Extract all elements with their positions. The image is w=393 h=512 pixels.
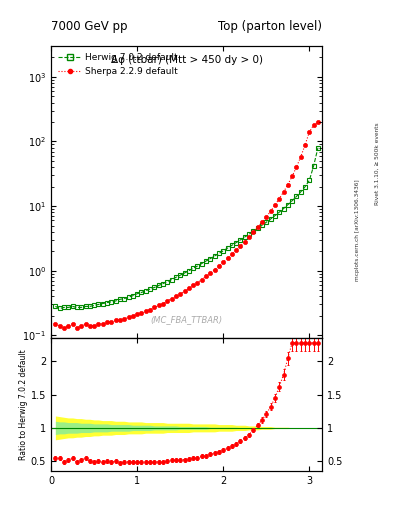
Text: mcplots.cern.ch [arXiv:1306.3436]: mcplots.cern.ch [arXiv:1306.3436] — [355, 180, 360, 281]
Text: Rivet 3.1.10, ≥ 500k events: Rivet 3.1.10, ≥ 500k events — [375, 122, 380, 205]
Text: Top (parton level): Top (parton level) — [218, 20, 322, 33]
Y-axis label: Ratio to Herwig 7.0.2 default: Ratio to Herwig 7.0.2 default — [19, 349, 28, 460]
Text: 7000 GeV pp: 7000 GeV pp — [51, 20, 128, 33]
Text: (MC_FBA_TTBAR): (MC_FBA_TTBAR) — [151, 315, 223, 324]
Text: Δφ (ttbar) (Mtt > 450 dy > 0): Δφ (ttbar) (Mtt > 450 dy > 0) — [111, 55, 263, 65]
Legend: Herwig 7.0.2 default, Sherpa 2.2.9 default: Herwig 7.0.2 default, Sherpa 2.2.9 defau… — [55, 51, 181, 79]
